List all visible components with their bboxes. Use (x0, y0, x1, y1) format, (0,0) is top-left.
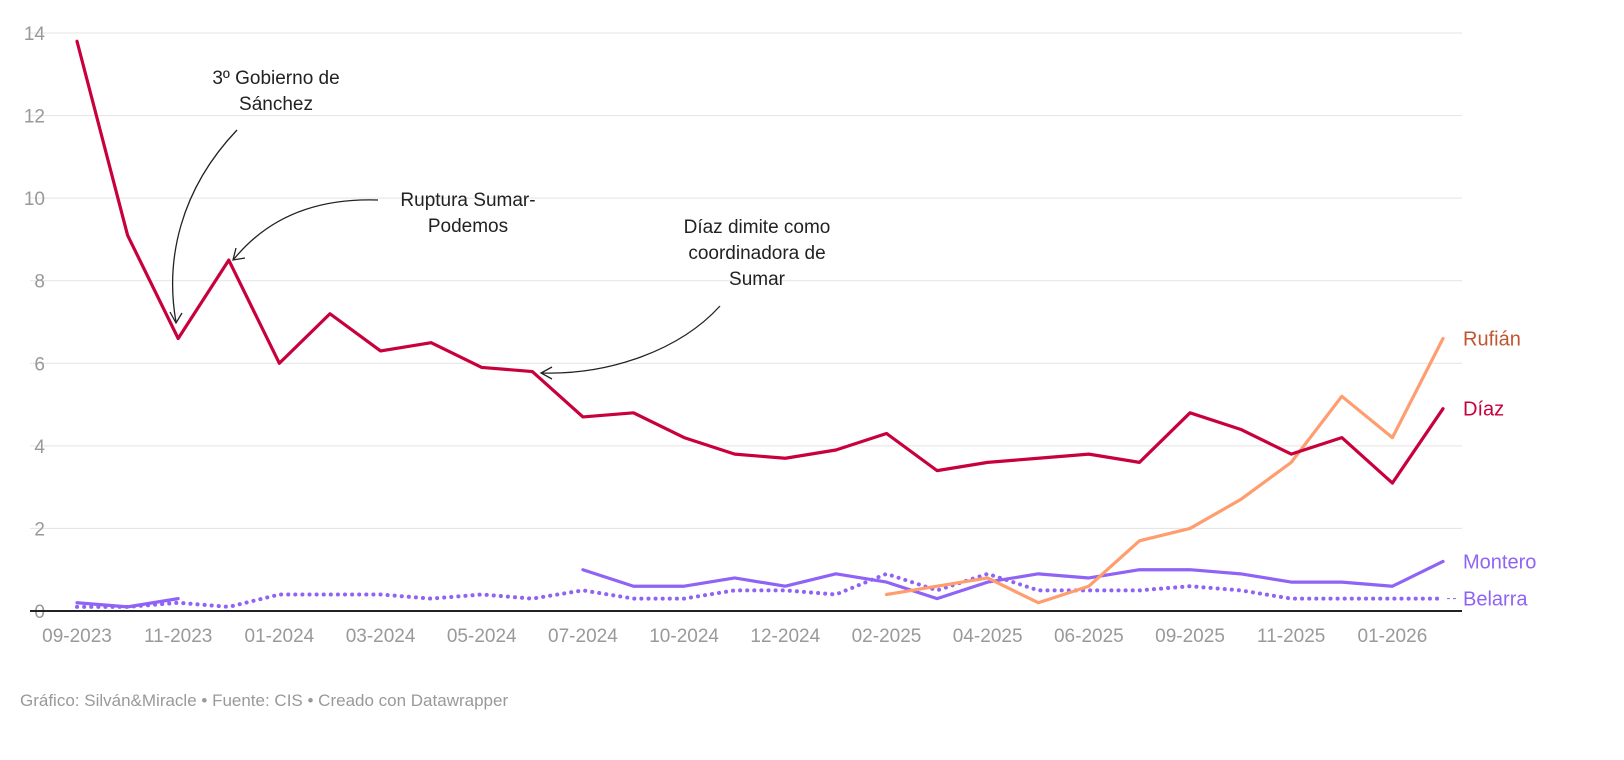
annotation-arrow (233, 199, 379, 260)
y-tick-label: 14 (24, 24, 46, 45)
y-tick-label: 12 (24, 107, 45, 128)
x-tick-label: 03-2024 (346, 626, 416, 647)
x-tick-label: 01-2026 (1358, 626, 1428, 647)
annotation-arrow (541, 305, 721, 374)
x-tick-label: 09-2023 (42, 626, 112, 647)
x-tick-label: 09-2025 (1155, 626, 1225, 647)
series-line-rufin (884, 336, 1445, 605)
x-tick-label: 01-2024 (245, 626, 315, 647)
x-tick-label: 05-2024 (447, 626, 517, 647)
annotation-text: 3º Gobierno de (212, 68, 339, 89)
x-tick-label: 11-2023 (144, 626, 212, 647)
x-tick-label: 07-2024 (548, 626, 618, 647)
annotation-text: Ruptura Sumar- (400, 190, 535, 211)
y-tick-label: 4 (34, 437, 45, 458)
arrowhead-icon (232, 247, 246, 261)
annotation-text: Sánchez (239, 94, 313, 115)
series-label-belarra: Belarra (1463, 589, 1528, 611)
y-tick-label: 10 (24, 189, 45, 210)
annotation-text: coordinadora de (688, 243, 825, 264)
y-tick-label: 0 (34, 602, 45, 623)
annotation-text: Podemos (428, 216, 508, 237)
series-line-belarra (75, 571, 1445, 609)
x-tick-label: 06-2025 (1054, 626, 1124, 647)
y-tick-label: 6 (34, 354, 45, 375)
series-label-rufin: Rufián (1463, 329, 1521, 351)
series-line-montero (75, 597, 180, 609)
series-label-montero: Montero (1463, 551, 1536, 573)
arrowhead-icon (539, 366, 553, 380)
y-tick-label: 2 (34, 519, 45, 540)
x-tick-label: 12-2024 (750, 626, 820, 647)
x-tick-label: 10-2024 (649, 626, 719, 647)
chart-footer: Gráfico: Silván&Miracle • Fuente: CIS • … (20, 691, 509, 710)
series-line-daz (75, 39, 1445, 485)
x-tick-label: 04-2025 (953, 626, 1023, 647)
series-label-daz: Díaz (1463, 399, 1504, 421)
line-chart: 0 2 4 6 8 10 12 14 09-2023 11-2023 01-2024 03-2024 0… (24, 24, 1537, 647)
annotation-text: Sumar (729, 269, 786, 290)
series-line-montero (581, 559, 1445, 601)
y-tick-label: 8 (34, 272, 45, 293)
arrowhead-icon (169, 311, 183, 325)
x-tick-label: 02-2025 (852, 626, 922, 647)
x-tick-label: 11-2025 (1257, 626, 1325, 647)
annotation-arrow (171, 129, 238, 323)
annotation-text: Díaz dimite como (684, 217, 831, 238)
